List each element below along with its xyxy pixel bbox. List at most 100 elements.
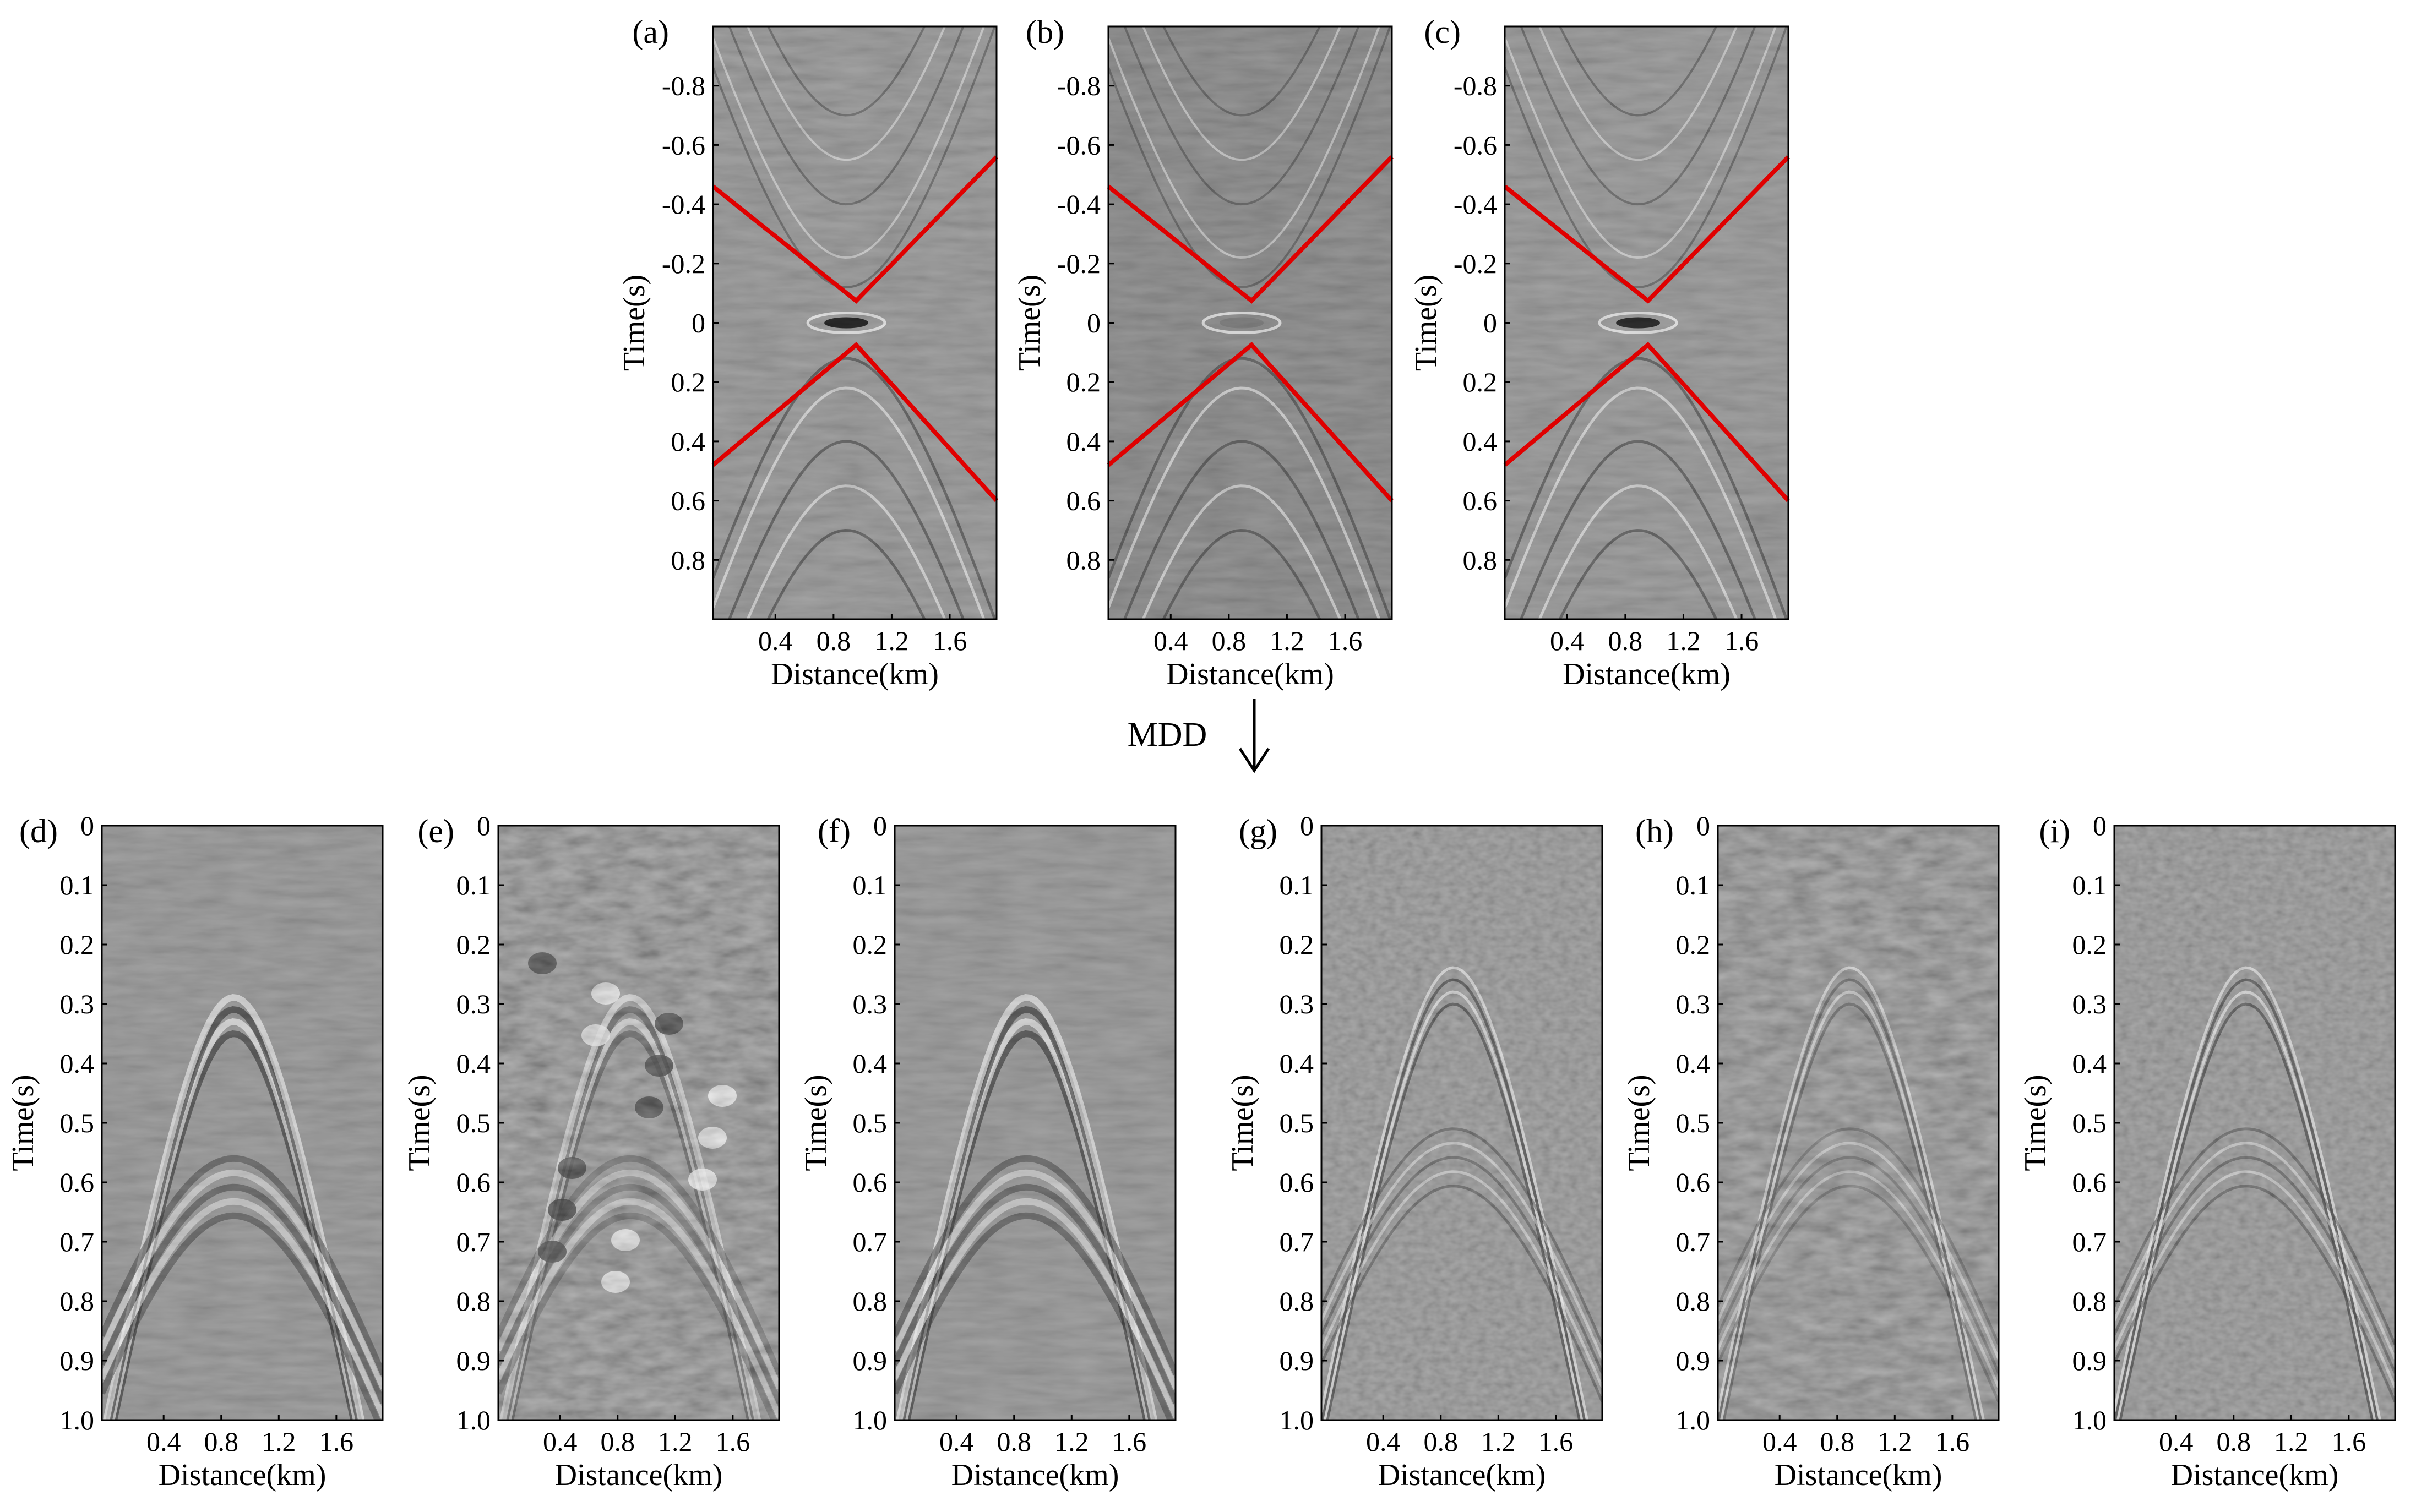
y-tick-label: 0.8	[1066, 544, 1101, 575]
mute-line-upper	[1503, 155, 1790, 304]
panel-label: (h)	[1635, 813, 1674, 849]
y-tick-label: 0.7	[456, 1226, 491, 1257]
x-tick-label: 0.8	[2217, 1426, 2251, 1457]
y-tick-label: 0.4	[60, 1048, 95, 1079]
y-tick-label: 0.6	[671, 485, 706, 516]
x-tick-label: 0.8	[601, 1426, 635, 1457]
y-tick-label: 0.1	[456, 870, 491, 900]
x-tick-label: 1.2	[1054, 1426, 1089, 1457]
y-tick-label: 0.1	[1676, 870, 1711, 900]
y-axis-label: Time(s)	[6, 1074, 40, 1171]
mute-line-lower	[1503, 341, 1790, 503]
y-tick-label: 0.7	[1280, 1226, 1314, 1257]
y-tick-label: 0	[1696, 810, 1710, 841]
y-tick-label: 0.3	[456, 989, 491, 1019]
x-axis-label: Distance(km)	[555, 1458, 723, 1492]
y-tick-label: 0.7	[2072, 1226, 2107, 1257]
x-tick-label: 0.4	[2159, 1426, 2194, 1457]
y-tick-label: 0.4	[853, 1048, 888, 1079]
x-tick-label: 1.2	[1270, 625, 1304, 656]
x-tick-label: 1.2	[2274, 1426, 2309, 1457]
x-axis-label: Distance(km)	[1775, 1458, 1942, 1492]
seismic-image	[1321, 826, 1602, 1420]
x-tick-label: 0.8	[1212, 625, 1247, 656]
x-tick-label: 1.6	[319, 1426, 354, 1457]
y-tick-label: -0.4	[1057, 189, 1101, 220]
y-axis-label: Time(s)	[2018, 1074, 2053, 1171]
y-tick-label: 0.6	[2072, 1167, 2107, 1198]
y-tick-label: 1.0	[2072, 1405, 2107, 1435]
x-tick-label: 1.2	[1878, 1426, 1912, 1457]
x-axis-label: Distance(km)	[1378, 1458, 1546, 1492]
y-tick-label: 0.2	[853, 929, 888, 960]
arrow-head-icon	[1238, 747, 1270, 773]
panel-g: 0 0.1 0.2 0.3 0.4 0.5 0.6 0.7 0.8 0.9 1.0 0.4 0.8 1.2…	[1226, 810, 1603, 1492]
y-tick-label: 0.8	[1676, 1286, 1711, 1317]
x-tick-label: 1.6	[2332, 1426, 2366, 1457]
y-tick-label: -0.2	[1454, 248, 1497, 279]
noise-texture	[713, 26, 997, 619]
y-tick-label: 0.5	[853, 1107, 888, 1138]
y-tick-label: 0.6	[853, 1167, 888, 1198]
y-tick-label: 0.2	[456, 929, 491, 960]
x-tick-label: 0.4	[939, 1426, 974, 1457]
panel-a: -0.8 -0.6 -0.4 -0.2 0 0.2 0.4 0.6 0.8 0.4 0.8 1.2 1.…	[617, 14, 998, 691]
y-tick-label: -0.4	[1454, 189, 1497, 220]
panel-label: (i)	[2039, 813, 2070, 849]
y-tick-label: 0.1	[1280, 870, 1314, 900]
y-tick-label: 0.3	[1676, 989, 1711, 1019]
y-tick-label: 1.0	[60, 1405, 95, 1435]
y-tick-label: 0	[1087, 308, 1101, 339]
y-tick-label: 0.4	[1463, 426, 1498, 457]
y-tick-label: 0.9	[1676, 1345, 1711, 1376]
x-tick-label: 0.4	[543, 1426, 578, 1457]
y-axis-label: Time(s)	[1622, 1074, 1656, 1171]
mdd-label: MDD	[1128, 716, 1207, 754]
y-axis-label: Time(s)	[402, 1074, 437, 1171]
y-tick-label: 0	[1483, 308, 1497, 339]
y-tick-label: 0.5	[1676, 1107, 1711, 1138]
y-tick-label: -0.8	[1057, 70, 1101, 101]
x-tick-label: 1.2	[658, 1426, 693, 1457]
y-tick-label: 0.2	[60, 929, 95, 960]
y-tick-label: 0.5	[1280, 1107, 1314, 1138]
y-tick-label: 0.3	[853, 989, 888, 1019]
x-tick-label: 1.2	[874, 625, 909, 656]
y-tick-label: 0.8	[853, 1286, 888, 1317]
seismic-image	[895, 826, 1176, 1420]
panel-b: -0.8 -0.6 -0.4 -0.2 0 0.2 0.4 0.6 0.8 0.4 0.8 1.2 1.…	[1013, 14, 1394, 691]
mute-line-lower	[711, 341, 998, 503]
x-tick-label: 0.4	[146, 1426, 181, 1457]
y-tick-label: 0	[692, 308, 705, 339]
y-tick-label: 1.0	[1280, 1405, 1314, 1435]
x-tick-label: 1.6	[716, 1426, 750, 1457]
y-tick-label: 0.8	[60, 1286, 95, 1317]
noise-texture	[2114, 826, 2395, 1420]
seismic-image	[1505, 26, 1788, 619]
y-tick-label: 0.6	[456, 1167, 491, 1198]
y-tick-label: -0.6	[1057, 129, 1101, 160]
panel-label: (f)	[818, 813, 851, 849]
x-tick-label: 0.8	[204, 1426, 239, 1457]
y-tick-label: 0.9	[1280, 1345, 1314, 1376]
x-axis-label: Distance(km)	[1563, 657, 1731, 691]
x-tick-label: 1.2	[262, 1426, 296, 1457]
x-tick-label: 0.4	[1550, 625, 1585, 656]
seismic-image	[498, 826, 779, 1420]
x-axis-label: Distance(km)	[1166, 657, 1334, 691]
x-tick-label: 0.8	[1608, 625, 1643, 656]
noise-texture	[1505, 26, 1788, 619]
y-tick-label: 0	[80, 810, 94, 841]
seismic-image	[1718, 826, 1999, 1420]
x-tick-label: 1.2	[1666, 625, 1701, 656]
y-tick-label: 0.6	[60, 1167, 95, 1198]
y-tick-label: 1.0	[456, 1405, 491, 1435]
x-tick-label: 1.6	[933, 625, 967, 656]
x-tick-label: 0.4	[1366, 1426, 1401, 1457]
y-tick-label: 0.3	[2072, 989, 2107, 1019]
mute-line-upper	[711, 155, 998, 304]
noise-texture	[102, 826, 383, 1420]
mute-line-lower	[1107, 341, 1394, 503]
y-tick-label: -0.6	[662, 129, 705, 160]
